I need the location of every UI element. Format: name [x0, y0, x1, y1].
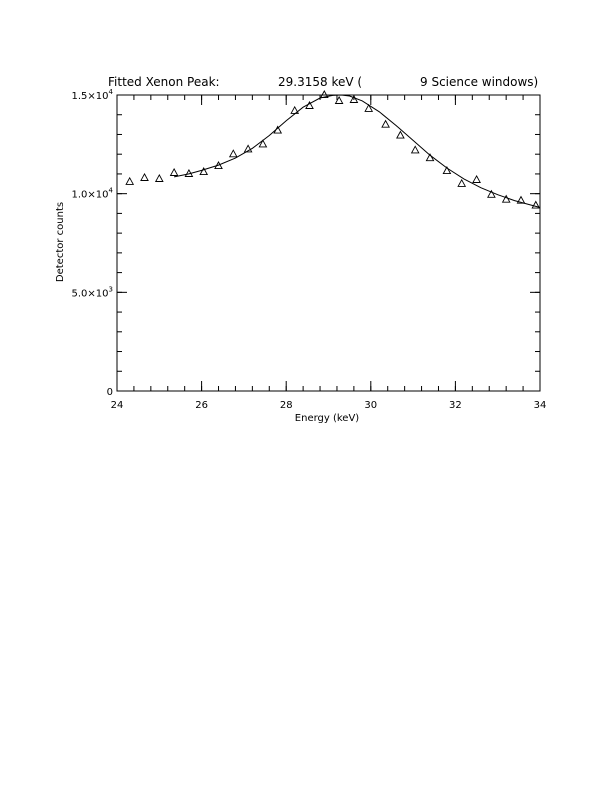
y-tick-label: 1.0×104 [72, 187, 114, 201]
x-tick-label: 26 [195, 400, 208, 411]
y-tick-label: 1.5×104 [72, 88, 114, 102]
data-point-triangle [487, 189, 496, 198]
title-prefix: Fitted Xenon Peak: [108, 75, 220, 89]
data-point-triangle [228, 149, 238, 158]
data-point-triangle [140, 172, 149, 181]
data-point-triangle [472, 174, 481, 183]
data-point-triangle [457, 178, 467, 187]
data-point-triangle [258, 139, 268, 148]
y-axis-label: Detector counts [55, 202, 66, 282]
data-point-triangle [516, 195, 526, 204]
x-tick-label: 24 [111, 400, 124, 411]
x-tick-label: 32 [449, 400, 462, 411]
title-suffix: 9 Science windows) [420, 75, 538, 89]
data-point-triangle [154, 173, 164, 182]
fit-curve-line [174, 94, 541, 208]
data-point-triangle [501, 194, 511, 203]
tick-labels: 24 26 28 30 32 34 0 5.0×103 1.0×104 1.5×104 [72, 88, 547, 411]
data-point-triangle [531, 200, 541, 209]
title-value: 29.3158 keV ( [278, 75, 362, 89]
data-point-triangle [243, 144, 253, 153]
y-tick-label: 5.0×103 [72, 285, 113, 299]
chart-title: Fitted Xenon Peak: 29.3158 keV ( 9 Scien… [108, 75, 538, 89]
y-tick-label: 0 [107, 387, 113, 398]
data-point-triangle [169, 167, 179, 176]
data-point-triangle [410, 145, 420, 154]
data-point-triangle [425, 153, 435, 162]
x-axis-label: Energy (keV) [295, 413, 360, 424]
data-point-triangle [381, 119, 390, 128]
x-tick-label: 30 [364, 400, 377, 411]
data-point-triangle [125, 176, 135, 185]
plot-frame [116, 94, 541, 392]
data-point-triangle [199, 167, 209, 176]
series-layer [125, 90, 541, 209]
data-point-triangle [396, 130, 405, 139]
x-tick-label: 28 [280, 400, 293, 411]
axis-ticks [116, 94, 541, 392]
data-point-triangle [349, 94, 359, 103]
data-point-triangle [364, 103, 374, 112]
x-tick-label: 34 [534, 400, 547, 411]
data-point-triangle [334, 95, 344, 104]
data-point-triangle [442, 166, 452, 175]
